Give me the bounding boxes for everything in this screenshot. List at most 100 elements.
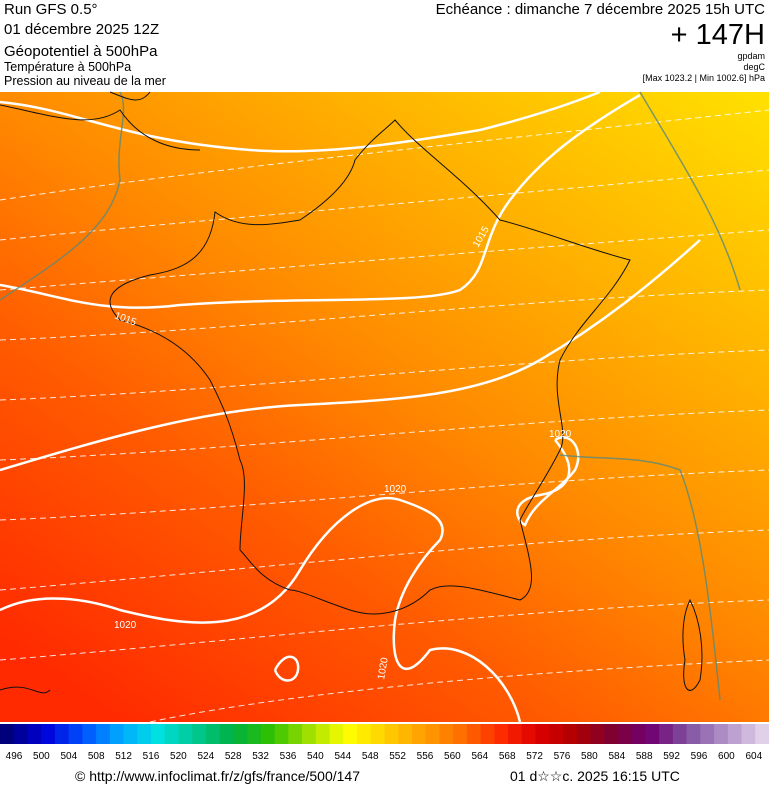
colorbar-label: 580: [581, 751, 598, 762]
isobar-label: 1020: [384, 484, 407, 495]
colorbar-cell: [672, 724, 688, 744]
geopotential-contours: [0, 109, 769, 723]
colorbar-cell: [645, 724, 660, 744]
colorbar-label: 588: [636, 751, 653, 762]
colorbar: 496 500 504 508 512 516 520 524 528 532 536 540 544 5…: [0, 724, 769, 762]
colorbar-cell: [480, 724, 495, 744]
field: Géopotentiel à 500hPa: [4, 43, 158, 60]
colorbar-label: 516: [143, 751, 160, 762]
colorbar-label: 532: [252, 751, 269, 762]
colorbar-label: 592: [663, 751, 680, 762]
colorbar-cell: [439, 724, 454, 744]
relief-lines: [0, 91, 741, 701]
colorbar-cell: [343, 724, 358, 744]
colorbar-label: 584: [608, 751, 625, 762]
colorbar-cell: [425, 724, 440, 744]
colorbar-cell: [494, 724, 509, 744]
colorbar-cell: [700, 724, 715, 744]
unit: [Max 1023.2 | Min 1002.6] hPa: [643, 73, 765, 83]
unit: degC: [743, 62, 765, 72]
colorbar-label: 596: [691, 751, 708, 762]
colorbar-cell: [54, 724, 70, 744]
colorbar-cell: [741, 724, 756, 744]
colorbar-cell: [549, 724, 564, 744]
colorbar-cell: [96, 724, 111, 744]
colorbar-cell: [714, 724, 729, 744]
colorbar-cell: [0, 724, 15, 744]
colorbar-label: 572: [526, 751, 543, 762]
colorbar-label: 576: [554, 751, 571, 762]
colorbar-label: 536: [280, 751, 297, 762]
colorbar-cell: [329, 724, 344, 744]
colorbar-label: 524: [197, 751, 214, 762]
isobar-label: 1020: [376, 656, 391, 680]
colorbar-cell: [151, 724, 166, 744]
map: 1015 1015 1020 1020 1020 1020: [0, 90, 769, 723]
colorbar-label: 504: [60, 751, 77, 762]
colorbar-label: 604: [745, 751, 762, 762]
colorbar-cell: [27, 724, 42, 744]
colorbar-cell: [205, 724, 221, 744]
colorbar-label: 568: [499, 751, 516, 762]
colorbar-cell: [109, 724, 125, 744]
colorbar-cell: [521, 724, 537, 744]
unit: gpdam: [737, 51, 765, 61]
colorbar-cell: [576, 724, 591, 744]
colorbar-cell: [164, 724, 180, 744]
colorbar-cell: [617, 724, 633, 744]
isobars: [0, 90, 701, 723]
colorbar-cell: [68, 724, 83, 744]
colorbar-cell: [192, 724, 207, 744]
colorbar-cell: [274, 724, 289, 744]
colorbar-label: 520: [170, 751, 187, 762]
colorbar-cell: [357, 724, 372, 744]
lead-time: + 147H: [671, 19, 765, 51]
header: Run GFS 0.5° 01 décembre 2025 12Z Géopot…: [4, 1, 766, 88]
colorbar-label: 512: [115, 751, 132, 762]
isobar-label: 1020: [114, 620, 137, 631]
colorbar-label: 496: [6, 751, 23, 762]
field-background: [0, 92, 769, 722]
colorbar-cell: [137, 724, 152, 744]
colorbar-cell: [219, 724, 234, 744]
footer: © http://www.infoclimat.fr/z/gfs/france/…: [75, 768, 680, 784]
colorbar-cell: [233, 724, 248, 744]
coastlines: [0, 91, 703, 694]
colorbar-label: 540: [307, 751, 324, 762]
colorbar-cell: [590, 724, 605, 744]
colorbar-cell: [247, 724, 262, 744]
colorbar-cell: [178, 724, 193, 744]
colorbar-cell: [604, 724, 619, 744]
colorbar-cell: [508, 724, 523, 744]
colorbar-cell: [398, 724, 413, 744]
run: Run GFS 0.5°: [4, 1, 98, 18]
colorbar-label: 552: [389, 751, 406, 762]
run-date: 01 décembre 2025 12Z: [4, 21, 159, 38]
colorbar-label: 560: [444, 751, 461, 762]
colorbar-cell: [302, 724, 317, 744]
colorbar-label: 548: [362, 751, 379, 762]
colorbar-cell: [384, 724, 399, 744]
colorbar-label: 556: [417, 751, 434, 762]
colorbar-cell: [260, 724, 276, 744]
colorbar-label: 600: [718, 751, 735, 762]
colorbar-cell: [466, 724, 482, 744]
colorbar-label: 500: [33, 751, 50, 762]
valid-time: Echéance : dimanche 7 décembre 2025 15h …: [436, 1, 766, 18]
colorbar-label: 508: [88, 751, 105, 762]
colorbar-label: 528: [225, 751, 242, 762]
colorbar-cell: [686, 724, 701, 744]
colorbar-cell: [288, 724, 303, 744]
colorbar-label: 564: [471, 751, 488, 762]
colorbar-cell: [82, 724, 97, 744]
colorbar-cell: [659, 724, 674, 744]
colorbar-label: 544: [334, 751, 351, 762]
colorbar-cell: [755, 724, 769, 744]
colorbar-cell: [315, 724, 331, 744]
colorbar-cell: [13, 724, 28, 744]
colorbar-cell: [453, 724, 468, 744]
timestamp: 01 d☆☆c. 2025 16:15 UTC: [510, 768, 680, 784]
colorbar-cell: [411, 724, 427, 744]
colorbar-cell: [370, 724, 385, 744]
